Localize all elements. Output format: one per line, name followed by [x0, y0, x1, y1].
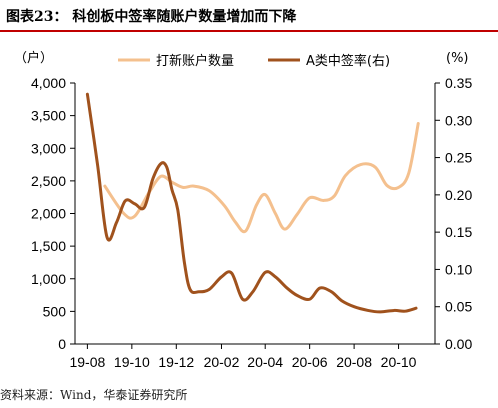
legend: 打新账户数量 A类中签率(右) — [118, 53, 390, 69]
x-tick-label: 19-12 — [158, 354, 194, 370]
right-y-ticks: 0.00 0.05 0.10 0.15 0.20 0.25 0.30 0.35 — [435, 75, 472, 352]
figure-title: 图表23： 科创板中签率随账户数量增加而下降 — [6, 9, 297, 25]
right-tick-label: 0.05 — [445, 299, 472, 315]
left-tick-label: 2,500 — [31, 173, 66, 189]
axes-group — [74, 83, 436, 345]
left-tick-label: 1,000 — [31, 271, 66, 287]
left-tick-label: 3,500 — [31, 108, 66, 124]
right-tick-label: 0.15 — [445, 224, 472, 240]
legend-label-rate: A类中签率(右) — [306, 53, 390, 69]
legend-label-accounts: 打新账户数量 — [156, 53, 234, 69]
left-tick-label: 1,500 — [31, 238, 66, 254]
left-tick-label: 500 — [43, 303, 67, 319]
right-tick-label: 0.10 — [445, 261, 472, 277]
x-tick-label: 20-08 — [336, 354, 372, 370]
left-y-ticks: 0 500 1,000 1,500 2,000 2,500 3,000 3,500 4,000 — [31, 75, 75, 352]
dual-axis-line-chart: 05001,0001,5002,0002,5003,0003,5004,000 … — [14, 50, 472, 370]
x-ticks: 19-08 19-10 19-12 20-02 20-04 20-06 20-08 20-10 — [69, 344, 417, 370]
x-tick-label: 20-06 — [292, 354, 328, 370]
right-tick-label: 0.30 — [445, 112, 472, 128]
left-axis-unit: （户） — [14, 50, 53, 66]
right-tick-label: 0.00 — [445, 336, 472, 352]
source-note: 资料来源：Wind，华泰证券研究所 — [0, 388, 188, 402]
left-tick-label: 4,000 — [31, 75, 66, 91]
title-divider — [0, 30, 498, 32]
series-line-rate — [85, 92, 418, 314]
right-axis-unit: (%) — [446, 51, 469, 66]
left-tick-label: 2,000 — [31, 206, 66, 222]
x-tick-label: 19-10 — [114, 354, 150, 370]
x-tick-label: 20-10 — [381, 354, 417, 370]
right-tick-label: 0.35 — [445, 75, 472, 91]
x-tick-label: 20-02 — [204, 354, 240, 370]
right-tick-label: 0.20 — [445, 187, 472, 203]
series-line-accounts — [103, 121, 420, 234]
x-tick-label: 19-08 — [69, 354, 105, 370]
left-tick-label: 3,000 — [31, 140, 66, 156]
left-tick-label: 0 — [58, 336, 66, 352]
x-tick-label: 20-04 — [247, 354, 283, 370]
series-layer — [85, 92, 420, 314]
right-tick-label: 0.25 — [445, 150, 472, 166]
